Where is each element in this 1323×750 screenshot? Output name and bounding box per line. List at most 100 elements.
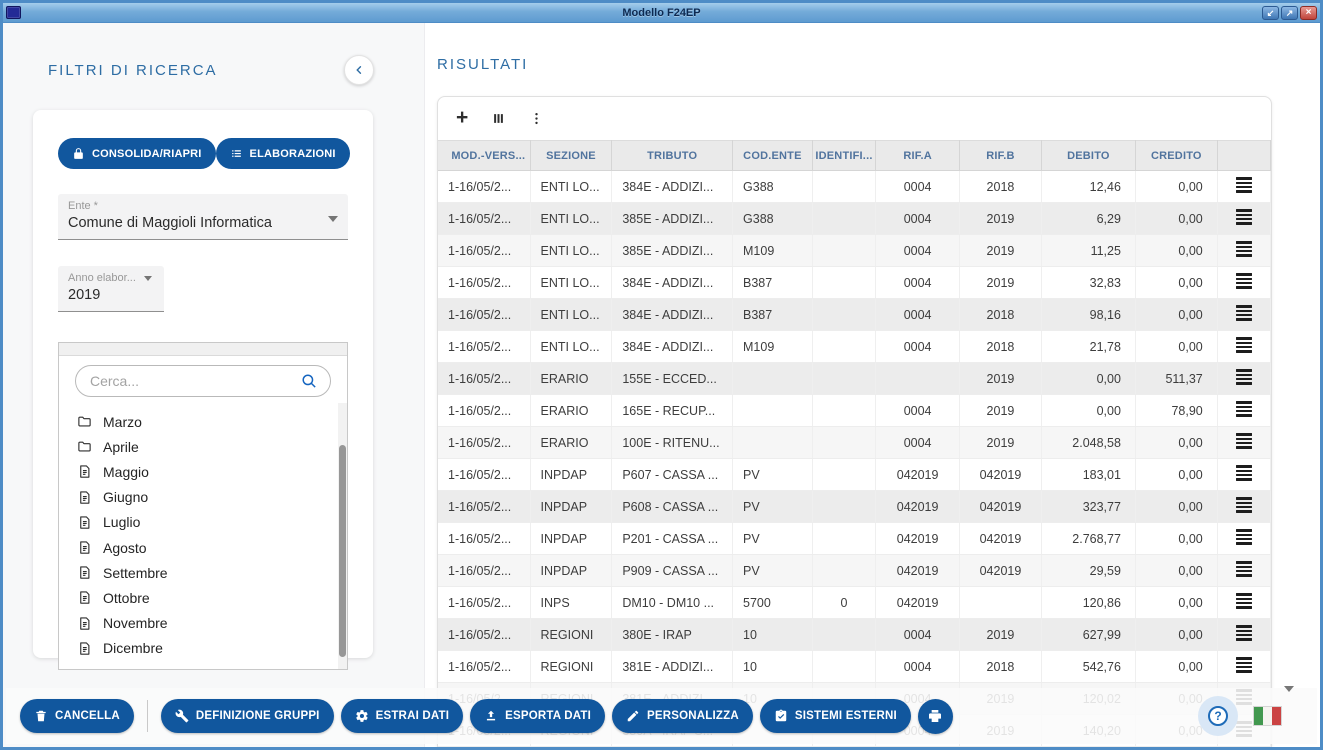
table-row[interactable]: 1-16/05/2... INPDAP P608 - CASSA ... PV 0420… [438, 490, 1271, 523]
column-header[interactable]: MOD.-VERS... [438, 140, 531, 171]
row-menu-icon[interactable] [1234, 654, 1254, 676]
tree-scrollbar-thumb[interactable] [339, 445, 346, 657]
column-header[interactable]: TRIBUTO [611, 140, 734, 171]
definizione-gruppi-button[interactable]: DEFINIZIONE GRUPPI [160, 699, 334, 733]
personalizza-button[interactable]: PERSONALIZZA [612, 699, 753, 733]
table-row[interactable]: 1-16/05/2... ENTI LO... 384E - ADDIZI... G3… [438, 170, 1271, 203]
tree-item-settembre[interactable]: Settembre [77, 560, 347, 585]
row-menu-icon[interactable] [1234, 558, 1254, 580]
table-row[interactable]: 1-16/05/2... ENTI LO... 385E - ADDIZI... M1… [438, 234, 1271, 267]
cell-cod_ente: M109 [732, 330, 813, 363]
table-row[interactable]: 1-16/05/2... REGIONI 380E - IRAP 10 0004 2019… [438, 618, 1271, 651]
tree-item-aprile[interactable]: Aprile [77, 434, 347, 459]
add-row-button[interactable]: + [456, 106, 469, 129]
cell-identifi [812, 266, 877, 299]
collapse-sidebar-button[interactable] [344, 55, 374, 85]
tree-scrollbar-track[interactable] [338, 403, 347, 669]
table-row[interactable]: 1-16/05/2... ERARIO 155E - ECCED... 2019 0,0… [438, 362, 1271, 395]
row-menu-icon[interactable] [1234, 206, 1254, 228]
column-header[interactable]: SEZIONE [530, 140, 613, 171]
column-header[interactable]: DEBITO [1041, 140, 1136, 171]
cell-credito: 0,00 [1135, 522, 1218, 555]
more-options-icon[interactable] [529, 111, 544, 126]
window-restore-button[interactable]: ↙ [1262, 5, 1279, 20]
table-row[interactable]: 1-16/05/2... ERARIO 165E - RECUP... 0004 201… [438, 394, 1271, 427]
window-close-button[interactable]: × [1300, 5, 1317, 20]
cell-credito: 0,00 [1135, 618, 1218, 651]
help-button[interactable]: ? [1198, 696, 1238, 736]
button-label: DEFINIZIONE GRUPPI [195, 710, 320, 722]
cell-rif_b: 2018 [959, 330, 1042, 363]
tree-item-ottobre[interactable]: Ottobre [77, 585, 347, 610]
cell-identifi [812, 298, 877, 331]
tree-item-dicembre[interactable]: Dicembre [77, 636, 347, 661]
tree-item-novembre[interactable]: Novembre [77, 611, 347, 636]
sistemi-esterni-button[interactable]: SISTEMI ESTERNI [759, 699, 911, 733]
cell-menu [1217, 490, 1271, 523]
row-menu-icon[interactable] [1234, 622, 1254, 644]
row-menu-icon[interactable] [1234, 270, 1254, 292]
row-menu-icon[interactable] [1234, 526, 1254, 548]
column-header[interactable]: IDENTIFI... [812, 140, 877, 171]
cell-tributo: 155E - ECCED... [611, 362, 734, 395]
table-row[interactable]: 1-16/05/2... ERARIO 100E - RITENU... 0004 20… [438, 426, 1271, 459]
row-menu-icon[interactable] [1234, 334, 1254, 356]
cell-mod: 1-16/05/2... [438, 394, 531, 427]
print-button[interactable] [917, 698, 953, 734]
cell-credito: 0,00 [1135, 490, 1218, 523]
table-row[interactable]: 1-16/05/2... INPDAP P909 - CASSA ... PV 0420… [438, 554, 1271, 587]
row-menu-icon[interactable] [1234, 494, 1254, 516]
dropdown-caret-icon [143, 275, 152, 281]
table-row[interactable]: 1-16/05/2... INPS DM10 - DM10 ... 5700 0 0420… [438, 586, 1271, 619]
row-menu-icon[interactable] [1234, 590, 1254, 612]
table-row[interactable]: 1-16/05/2... ENTI LO... 385E - ADDIZI... G3… [438, 202, 1271, 235]
table-row[interactable]: 1-16/05/2... INPDAP P607 - CASSA ... PV 0420… [438, 458, 1271, 491]
search-icon[interactable] [300, 372, 318, 390]
row-menu-icon[interactable] [1234, 238, 1254, 260]
cancella-button[interactable]: CANCELLA [20, 699, 134, 733]
anno-select[interactable]: Anno elabor... 2019 [58, 266, 164, 312]
table-row[interactable]: 1-16/05/2... ENTI LO... 384E - ADDIZI... B3… [438, 298, 1271, 331]
ente-select[interactable]: Ente * Comune di Maggioli Informatica [58, 194, 348, 240]
column-header[interactable]: COD.ENTE [732, 140, 813, 171]
row-menu-icon[interactable] [1234, 174, 1254, 196]
estrai-dati-button[interactable]: ESTRAI DATI [340, 699, 464, 733]
column-header[interactable]: RIF.B [959, 140, 1042, 171]
tree-item-giugno[interactable]: Giugno [77, 485, 347, 510]
tree-item-agosto[interactable]: Agosto [77, 535, 347, 560]
row-menu-icon[interactable] [1234, 430, 1254, 452]
dropdown-caret-icon [328, 216, 338, 222]
search-input[interactable] [88, 372, 300, 390]
tree-item-luglio[interactable]: Luglio [77, 510, 347, 535]
italian-flag-icon[interactable] [1254, 707, 1281, 725]
cell-rif_a: 0004 [875, 650, 961, 683]
elaborazioni-button[interactable]: ELABORAZIONI [215, 138, 350, 169]
cell-tributo: 165E - RECUP... [611, 394, 734, 427]
window-maximize-button[interactable]: ↗ [1281, 5, 1298, 20]
esporta-dati-button[interactable]: ESPORTA DATI [470, 699, 606, 733]
consolida-riapri-button[interactable]: CONSOLIDA/RIAPRI [58, 138, 216, 169]
column-header[interactable]: RIF.A [875, 140, 961, 171]
table-row[interactable]: 1-16/05/2... INPDAP P201 - CASSA ... PV 0420… [438, 522, 1271, 555]
file-icon [77, 464, 92, 479]
cell-sezione: INPDAP [530, 490, 613, 523]
row-menu-icon[interactable] [1234, 302, 1254, 324]
row-menu-icon[interactable] [1234, 366, 1254, 388]
cell-credito: 0,00 [1135, 554, 1218, 587]
table-row[interactable]: 1-16/05/2... ENTI LO... 384E - ADDIZI... M1… [438, 330, 1271, 363]
table-toolbar: + [438, 97, 1271, 140]
tree-item-marzo[interactable]: Marzo [77, 409, 347, 434]
row-menu-icon[interactable] [1234, 398, 1254, 420]
column-header[interactable]: CREDITO [1135, 140, 1218, 171]
search-box[interactable] [75, 365, 331, 397]
row-menu-icon[interactable] [1234, 462, 1254, 484]
table-row[interactable]: 1-16/05/2... ENTI LO... 384E - ADDIZI... B3… [438, 266, 1271, 299]
cell-debito: 98,16 [1041, 298, 1136, 331]
cell-menu [1217, 362, 1271, 395]
cell-tributo: 384E - ADDIZI... [611, 330, 734, 363]
tree-item-maggio[interactable]: Maggio [77, 459, 347, 484]
scroll-down-icon[interactable] [1284, 686, 1294, 692]
columns-icon[interactable] [491, 111, 506, 126]
cell-cod_ente: 5700 [732, 586, 813, 619]
